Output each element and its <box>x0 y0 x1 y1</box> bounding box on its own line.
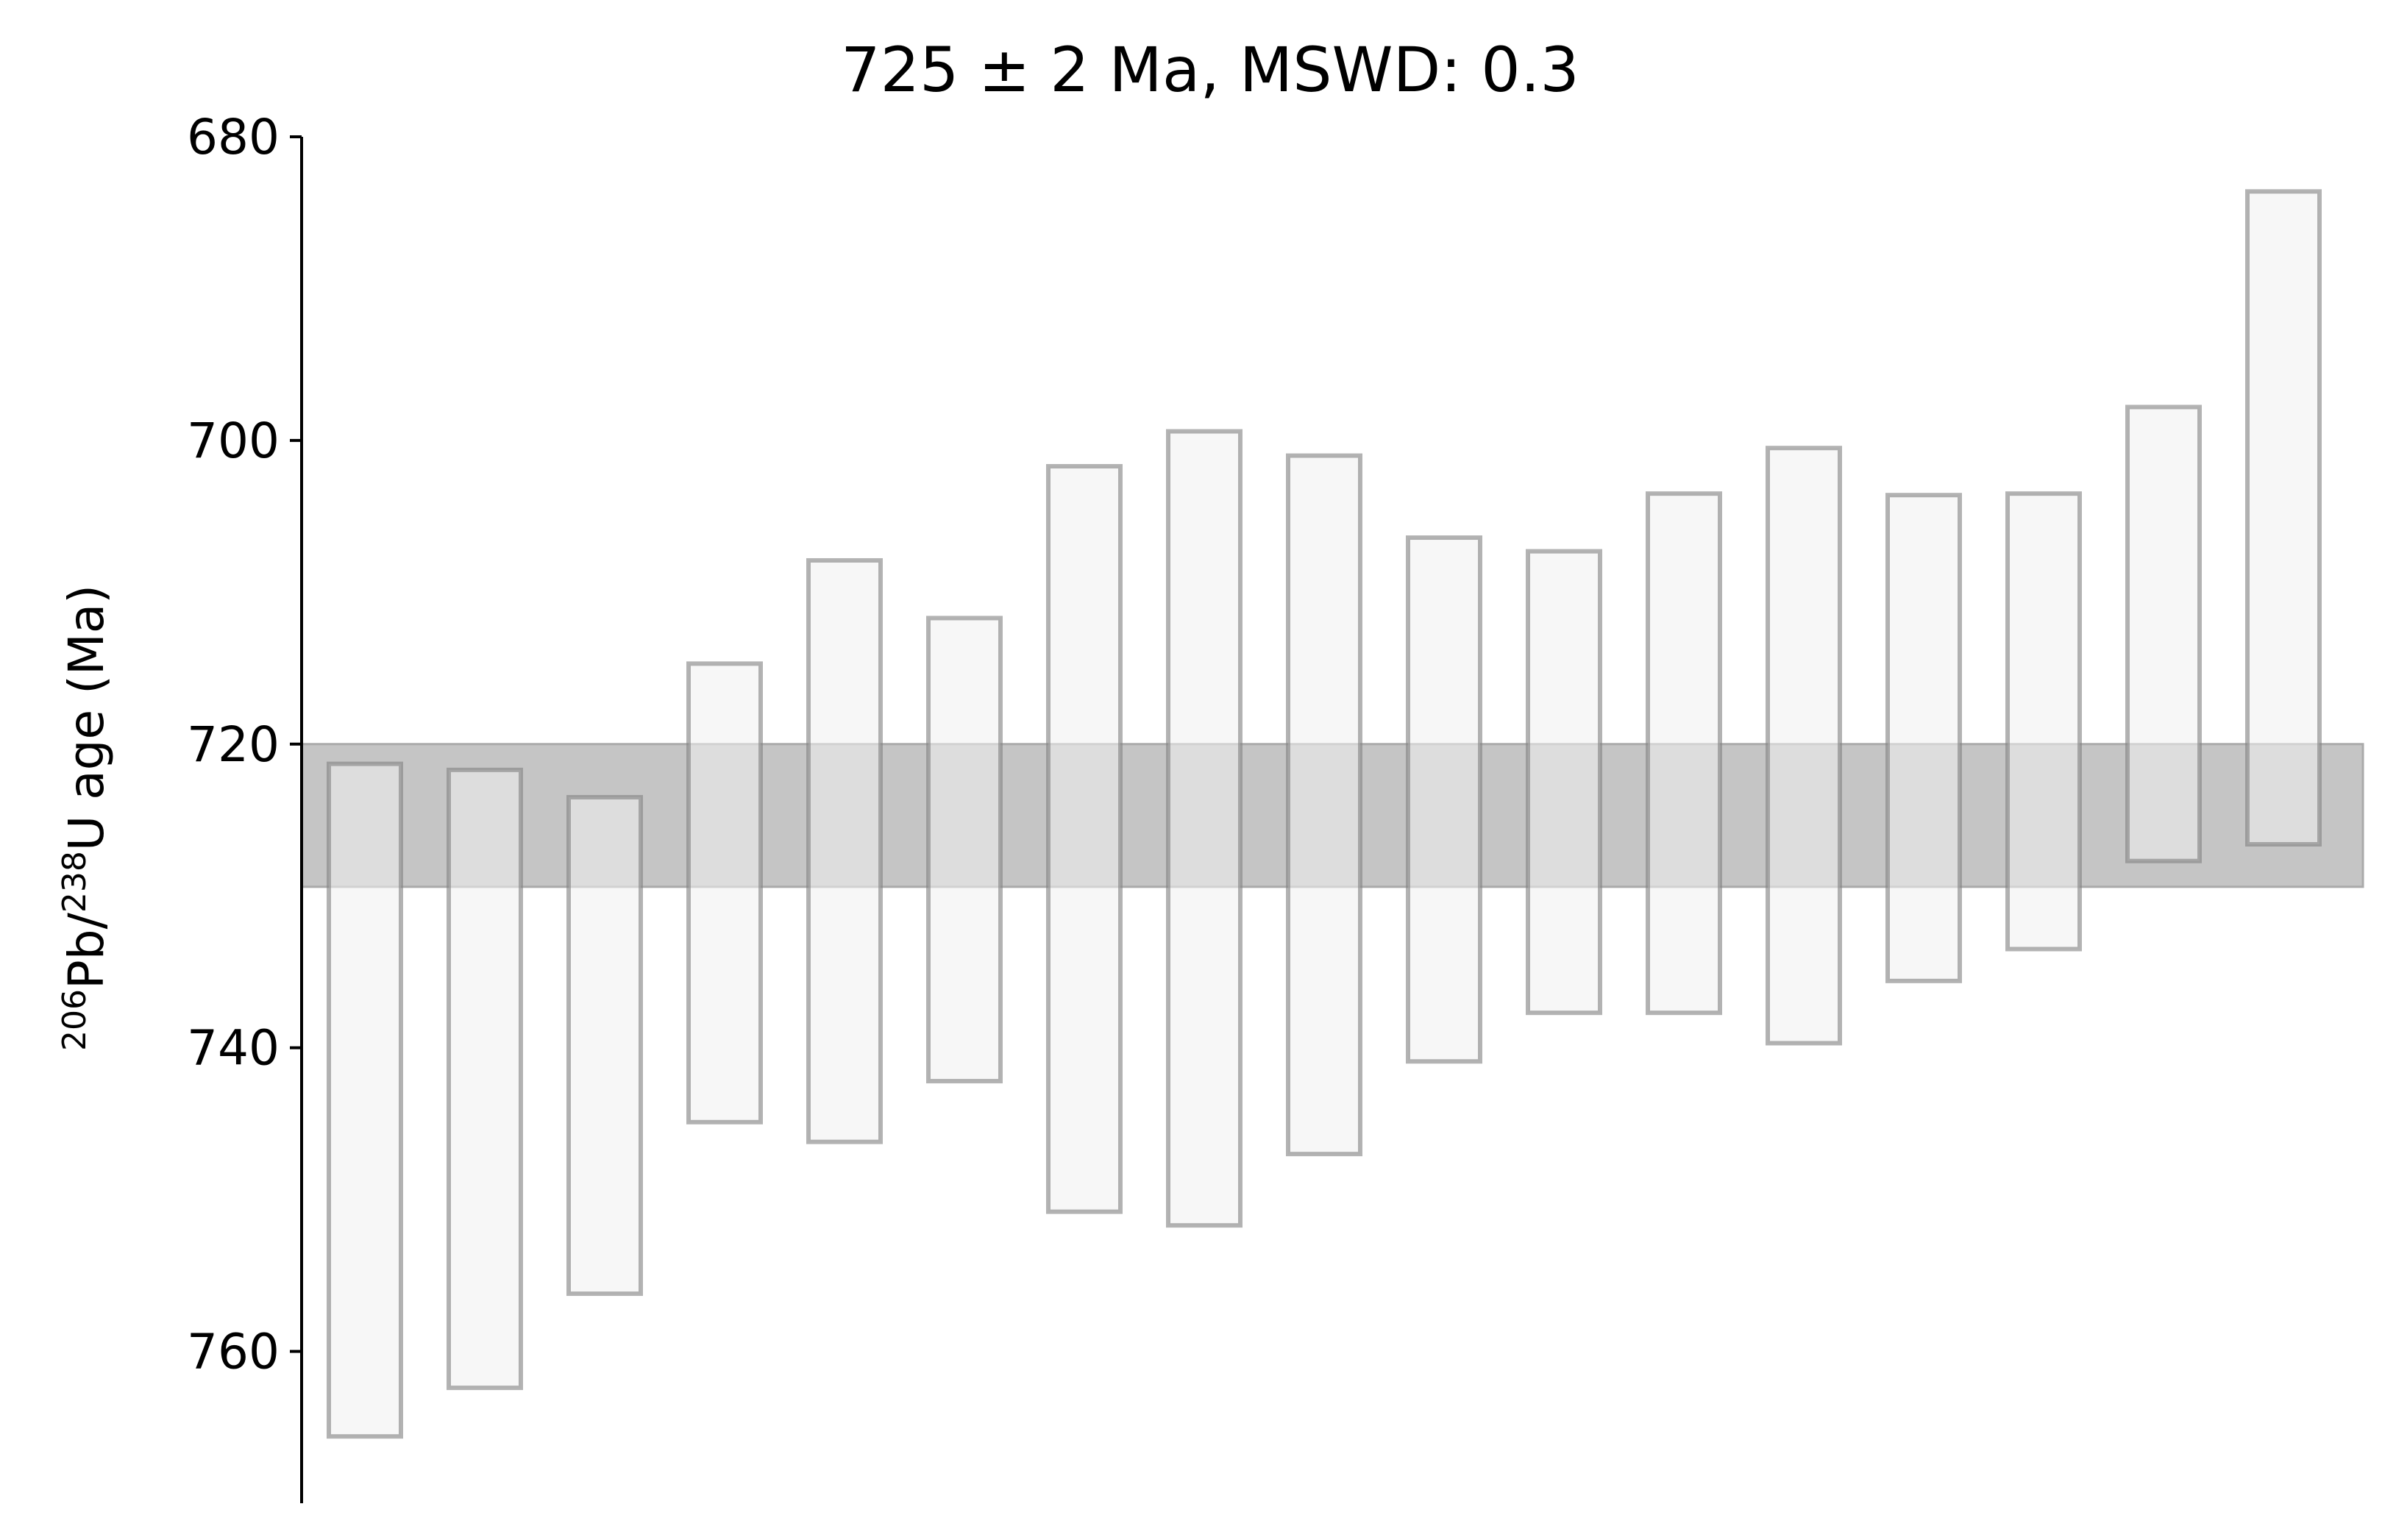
age-bar-8 <box>1166 429 1243 1228</box>
age-bar-1 <box>327 761 403 1439</box>
age-bar-2 <box>447 767 523 1391</box>
chart-title: 725 ± 2 Ma, MSWD: 0.3 <box>841 34 1579 106</box>
y-tick-label-720: 720 <box>187 716 280 773</box>
age-bar-14 <box>1885 493 1962 983</box>
y-axis-ticks: 680 700 720 740 760 <box>187 109 302 1380</box>
y-tick-label-700: 700 <box>187 413 280 469</box>
age-bar-12 <box>1646 491 1722 1016</box>
age-bar-16 <box>2125 404 2202 863</box>
age-bar-7 <box>1046 463 1123 1214</box>
y-axis-label: 206Pb/238U age (Ma) <box>56 585 115 1051</box>
age-bar-17 <box>2245 189 2322 847</box>
age-bar-11 <box>1526 549 1602 1016</box>
age-bar-13 <box>1766 446 1842 1046</box>
y-axis-label-isotope1-element: Pb/ <box>58 912 115 989</box>
y-tick-label-760: 760 <box>187 1324 280 1380</box>
age-bar-5 <box>806 557 883 1144</box>
age-bars-layer <box>327 189 2322 1439</box>
age-bar-15 <box>2005 491 2082 952</box>
y-tick-label-740: 740 <box>187 1020 280 1077</box>
age-bar-6 <box>926 616 1003 1084</box>
y-axis-label-isotope1-mass: 206 <box>56 989 93 1051</box>
y-axis-label-text: U age (Ma) <box>58 585 115 851</box>
age-bar-3 <box>566 795 643 1297</box>
age-bar-10 <box>1406 535 1482 1064</box>
age-bar-9 <box>1286 453 1362 1157</box>
y-tick-label-680: 680 <box>187 109 280 165</box>
y-axis-label-isotope2-mass: 238 <box>56 851 93 913</box>
age-bar-4 <box>686 661 763 1124</box>
